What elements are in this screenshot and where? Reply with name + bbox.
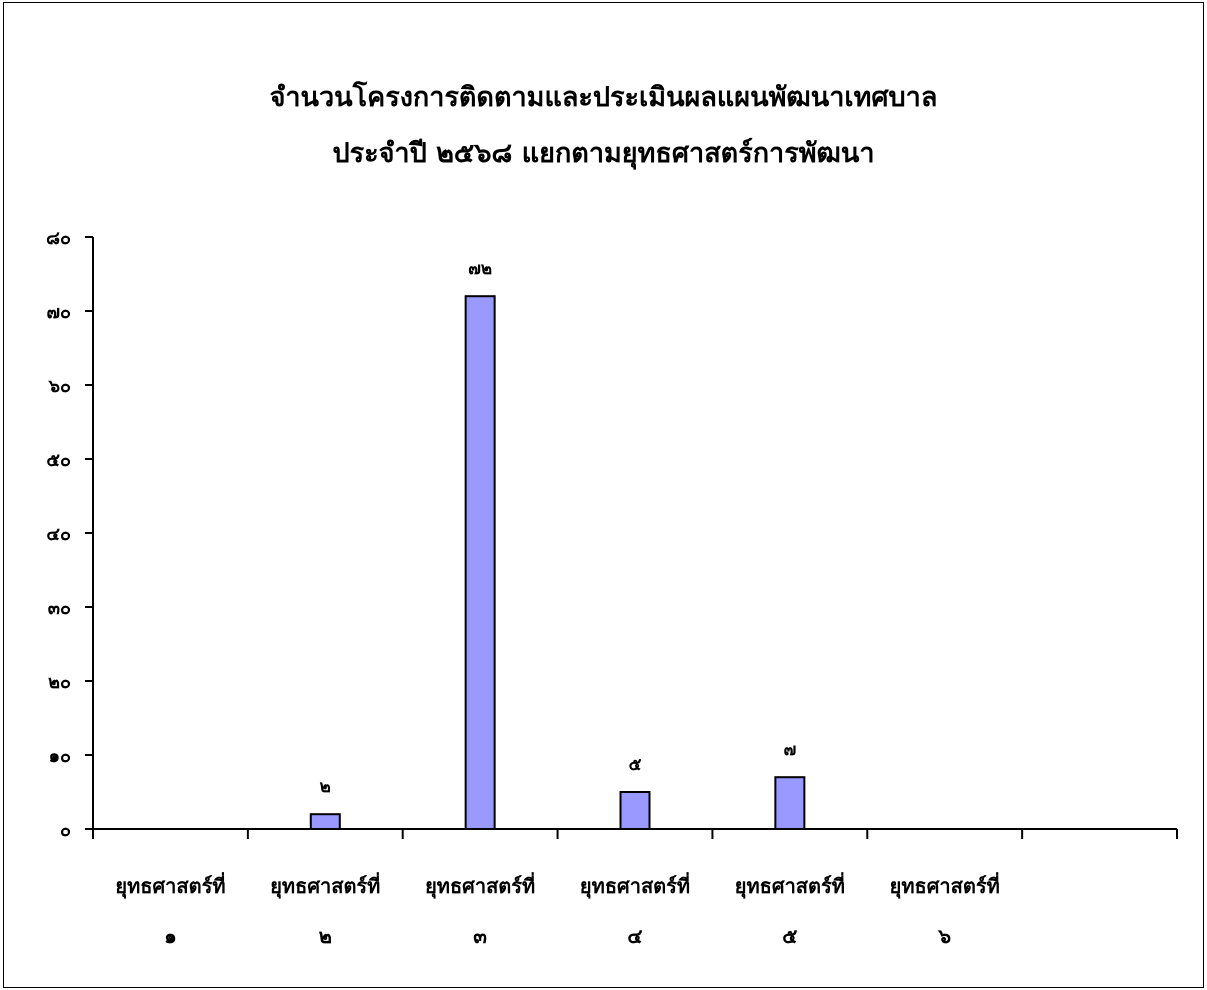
chart-frame (3, 2, 1204, 988)
chart-title-line-1: จำนวนโครงการติดตามและประเมินผลแผนพัฒนาเท… (269, 82, 938, 113)
x-category-label: ยุทธศาสตร์ที่ (115, 871, 225, 899)
x-category-number: ๔ (627, 924, 642, 948)
chart-title: จำนวนโครงการติดตามและประเมินผลแผนพัฒนาเท… (0, 70, 1207, 182)
x-category-label: ยุทธศาสตร์ที่ (270, 871, 380, 899)
bar (619, 791, 651, 830)
y-tick-label: ๗๐ (46, 302, 71, 323)
x-category-label: ยุทธศาสตร์ที่ (735, 871, 845, 899)
x-category-label: ยุทธศาสตร์ที่ (580, 871, 690, 899)
y-tick-label: ๒๐ (48, 672, 71, 693)
plot-area: ๐๑๐๒๐๓๐๔๐๕๐๖๐๗๐๘๐ยุทธศาสตร์ที่๑๒ยุทธศาสต… (46, 228, 1178, 948)
y-tick-label: ๔๐ (46, 524, 71, 545)
y-tick-label: ๐ (60, 820, 71, 841)
x-category-number: ๕ (782, 924, 797, 948)
bar (464, 295, 496, 830)
bar (309, 813, 341, 831)
data-label: ๗ (783, 740, 796, 760)
y-tick-label: ๓๐ (48, 598, 71, 619)
y-tick-label: ๑๐ (49, 746, 71, 767)
x-category-number: ๖ (937, 924, 951, 948)
x-category-label: ยุทธศาสตร์ที่ (890, 871, 1000, 899)
data-label: ๒ (320, 777, 331, 797)
y-tick-label: ๖๐ (48, 376, 71, 397)
x-category-number: ๒ (319, 924, 332, 948)
x-category-number: ๓ (473, 924, 487, 948)
x-category-number: ๑ (164, 924, 177, 948)
bar (774, 776, 806, 831)
y-tick-label: ๘๐ (46, 228, 71, 249)
data-label: ๗๒ (468, 259, 492, 279)
data-label: ๕ (629, 755, 642, 775)
chart-title-line-2: ประจำปี ๒๕๖๘ แยกตามยุทธศาสตร์การพัฒนา (332, 138, 875, 169)
x-category-label: ยุทธศาสตร์ที่ (425, 871, 535, 899)
y-tick-label: ๕๐ (46, 450, 71, 471)
